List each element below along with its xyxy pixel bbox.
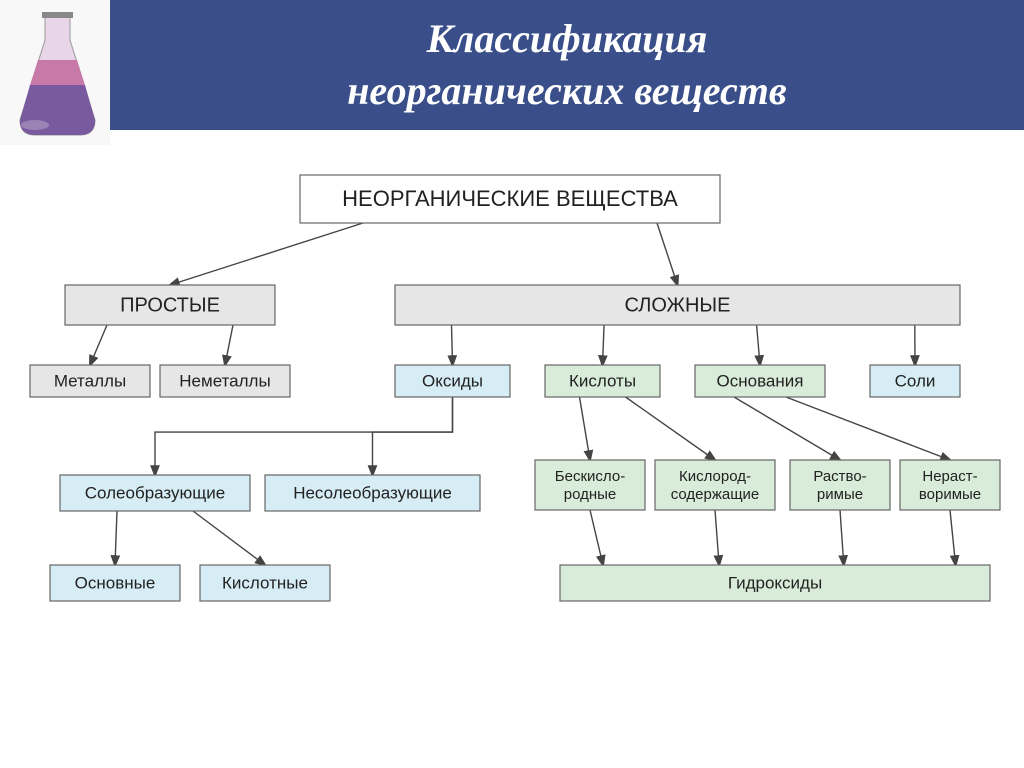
diagram-canvas: НЕОРГАНИЧЕСКИЕ ВЕЩЕСТВА ПРОСТЫЕ СЛОЖНЫЕ Мет…	[0, 145, 1024, 768]
node-root: НЕОРГАНИЧЕСКИЕ ВЕЩЕСТВА	[300, 175, 720, 223]
node-nonmetals: Неметаллы	[160, 365, 290, 397]
svg-text:Раство-: Раство-	[813, 468, 866, 485]
edge-complex-bases	[757, 325, 760, 365]
title-line-2: неорганических веществ	[347, 68, 787, 113]
svg-text:Металлы: Металлы	[54, 371, 126, 390]
svg-text:воримые: воримые	[919, 486, 981, 503]
svg-text:Основания: Основания	[717, 371, 804, 390]
edge-oxides-nonsaltforming	[373, 397, 453, 475]
node-metals: Металлы	[30, 365, 150, 397]
flask-image-area	[0, 0, 110, 145]
edge-soluble-hydroxides	[840, 510, 844, 565]
svg-text:Солеобразующие: Солеобразующие	[85, 483, 225, 502]
edge-saltforming-acidic	[193, 511, 265, 565]
edge-bases-soluble	[734, 397, 840, 460]
edge-complex-acids	[603, 325, 605, 365]
svg-text:римые: римые	[817, 486, 863, 503]
edge-simple-metals	[90, 325, 107, 365]
svg-text:Гидроксиды: Гидроксиды	[728, 573, 822, 592]
svg-text:Основные: Основные	[75, 573, 156, 592]
title-line-1: Классификация	[427, 16, 708, 61]
svg-text:Кислород-: Кислород-	[679, 468, 751, 485]
edge-oxycontaining-hydroxides	[715, 510, 719, 565]
header-banner: Классификация неорганических веществ	[110, 0, 1024, 130]
flask-icon	[0, 0, 110, 145]
svg-text:Соли: Соли	[895, 371, 936, 390]
svg-text:Бескисло-: Бескисло-	[555, 468, 625, 485]
node-insoluble: Нераст-воримые	[900, 460, 1000, 510]
edge-anoxic-hydroxides	[590, 510, 603, 565]
svg-text:ПРОСТЫЕ: ПРОСТЫЕ	[120, 294, 220, 316]
svg-text:родные: родные	[564, 486, 617, 503]
node-basic: Основные	[50, 565, 180, 601]
node-oxides: Оксиды	[395, 365, 510, 397]
svg-text:НЕОРГАНИЧЕСКИЕ ВЕЩЕСТВА: НЕОРГАНИЧЕСКИЕ ВЕЩЕСТВА	[342, 186, 678, 211]
svg-text:Кислоты: Кислоты	[569, 371, 636, 390]
edge-simple-nonmetals	[225, 325, 233, 365]
edge-bases-insoluble	[786, 397, 950, 460]
node-hydroxides: Гидроксиды	[560, 565, 990, 601]
node-nonsaltforming: Несолеобразующие	[265, 475, 480, 511]
svg-text:Несолеобразующие: Несолеобразующие	[293, 483, 452, 502]
node-acidic: Кислотные	[200, 565, 330, 601]
node-soluble: Раство-римые	[790, 460, 890, 510]
edge-complex-oxides	[452, 325, 453, 365]
svg-text:содержащие: содержащие	[671, 486, 760, 503]
node-simple: ПРОСТЫЕ	[65, 285, 275, 325]
page-title: Классификация неорганических веществ	[347, 13, 787, 117]
edge-acids-oxycontaining	[626, 397, 716, 460]
node-saltforming: Солеобразующие	[60, 475, 250, 511]
svg-text:Оксиды: Оксиды	[422, 371, 483, 390]
node-acids: Кислоты	[545, 365, 660, 397]
diagram-svg: НЕОРГАНИЧЕСКИЕ ВЕЩЕСТВА ПРОСТЫЕ СЛОЖНЫЕ Мет…	[0, 145, 1024, 768]
node-bases: Основания	[695, 365, 825, 397]
edge-root-simple	[170, 223, 363, 285]
svg-text:СЛОЖНЫЕ: СЛОЖНЫЕ	[625, 294, 731, 316]
node-salts: Соли	[870, 365, 960, 397]
node-oxycontaining: Кислород-содержащие	[655, 460, 775, 510]
svg-text:Нераст-: Нераст-	[922, 468, 977, 485]
edge-acids-anoxic	[580, 397, 591, 460]
svg-text:Неметаллы: Неметаллы	[179, 371, 270, 390]
edge-insoluble-hydroxides	[950, 510, 956, 565]
edge-saltforming-basic	[115, 511, 117, 565]
node-complex: СЛОЖНЫЕ	[395, 285, 960, 325]
edge-root-complex	[657, 223, 678, 285]
edge-oxides-saltforming	[155, 397, 453, 475]
node-anoxic: Бескисло-родные	[535, 460, 645, 510]
svg-text:Кислотные: Кислотные	[222, 573, 308, 592]
